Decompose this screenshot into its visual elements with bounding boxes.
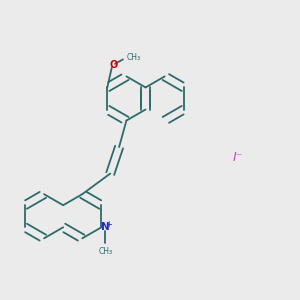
Text: CH₃: CH₃: [98, 247, 112, 256]
Text: CH₃: CH₃: [127, 53, 141, 62]
Text: O: O: [109, 60, 117, 70]
Text: N: N: [101, 222, 110, 232]
Text: +: +: [105, 220, 112, 230]
Text: I⁻: I⁻: [233, 151, 244, 164]
